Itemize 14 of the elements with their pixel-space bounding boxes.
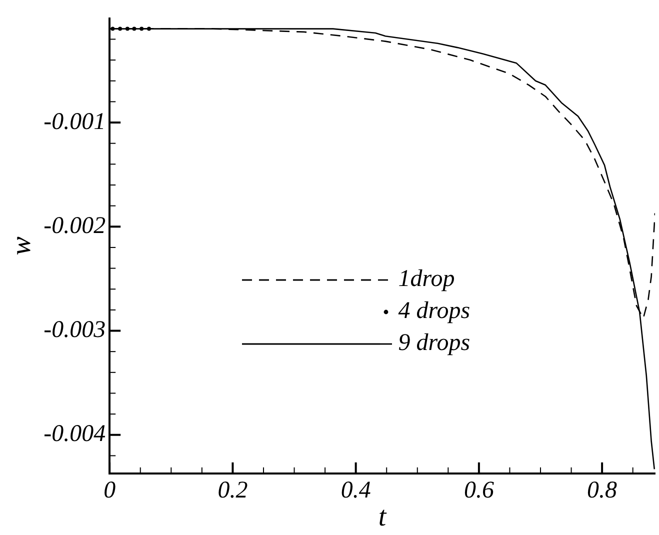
y-axis-title: w (6, 236, 38, 256)
legend-label: 4 drops (398, 298, 470, 326)
legend-label: 9 drops (398, 330, 470, 358)
x-tick-label: 0.4 (340, 478, 371, 504)
x-tick-label: 0.6 (464, 478, 494, 504)
y-tick-label: -0.001 (44, 108, 106, 135)
legend-label: 1drop (398, 266, 455, 294)
x-axis-title: t (378, 502, 388, 533)
x-tick-label: 0.2 (218, 478, 248, 504)
x-tick-label: 0 (104, 478, 116, 504)
y-tick-label: -0.003 (44, 317, 106, 344)
y-tick-label: -0.004 (44, 421, 106, 448)
x-tick-label: 0.8 (587, 478, 618, 504)
y-tick-label: -0.002 (44, 212, 106, 239)
